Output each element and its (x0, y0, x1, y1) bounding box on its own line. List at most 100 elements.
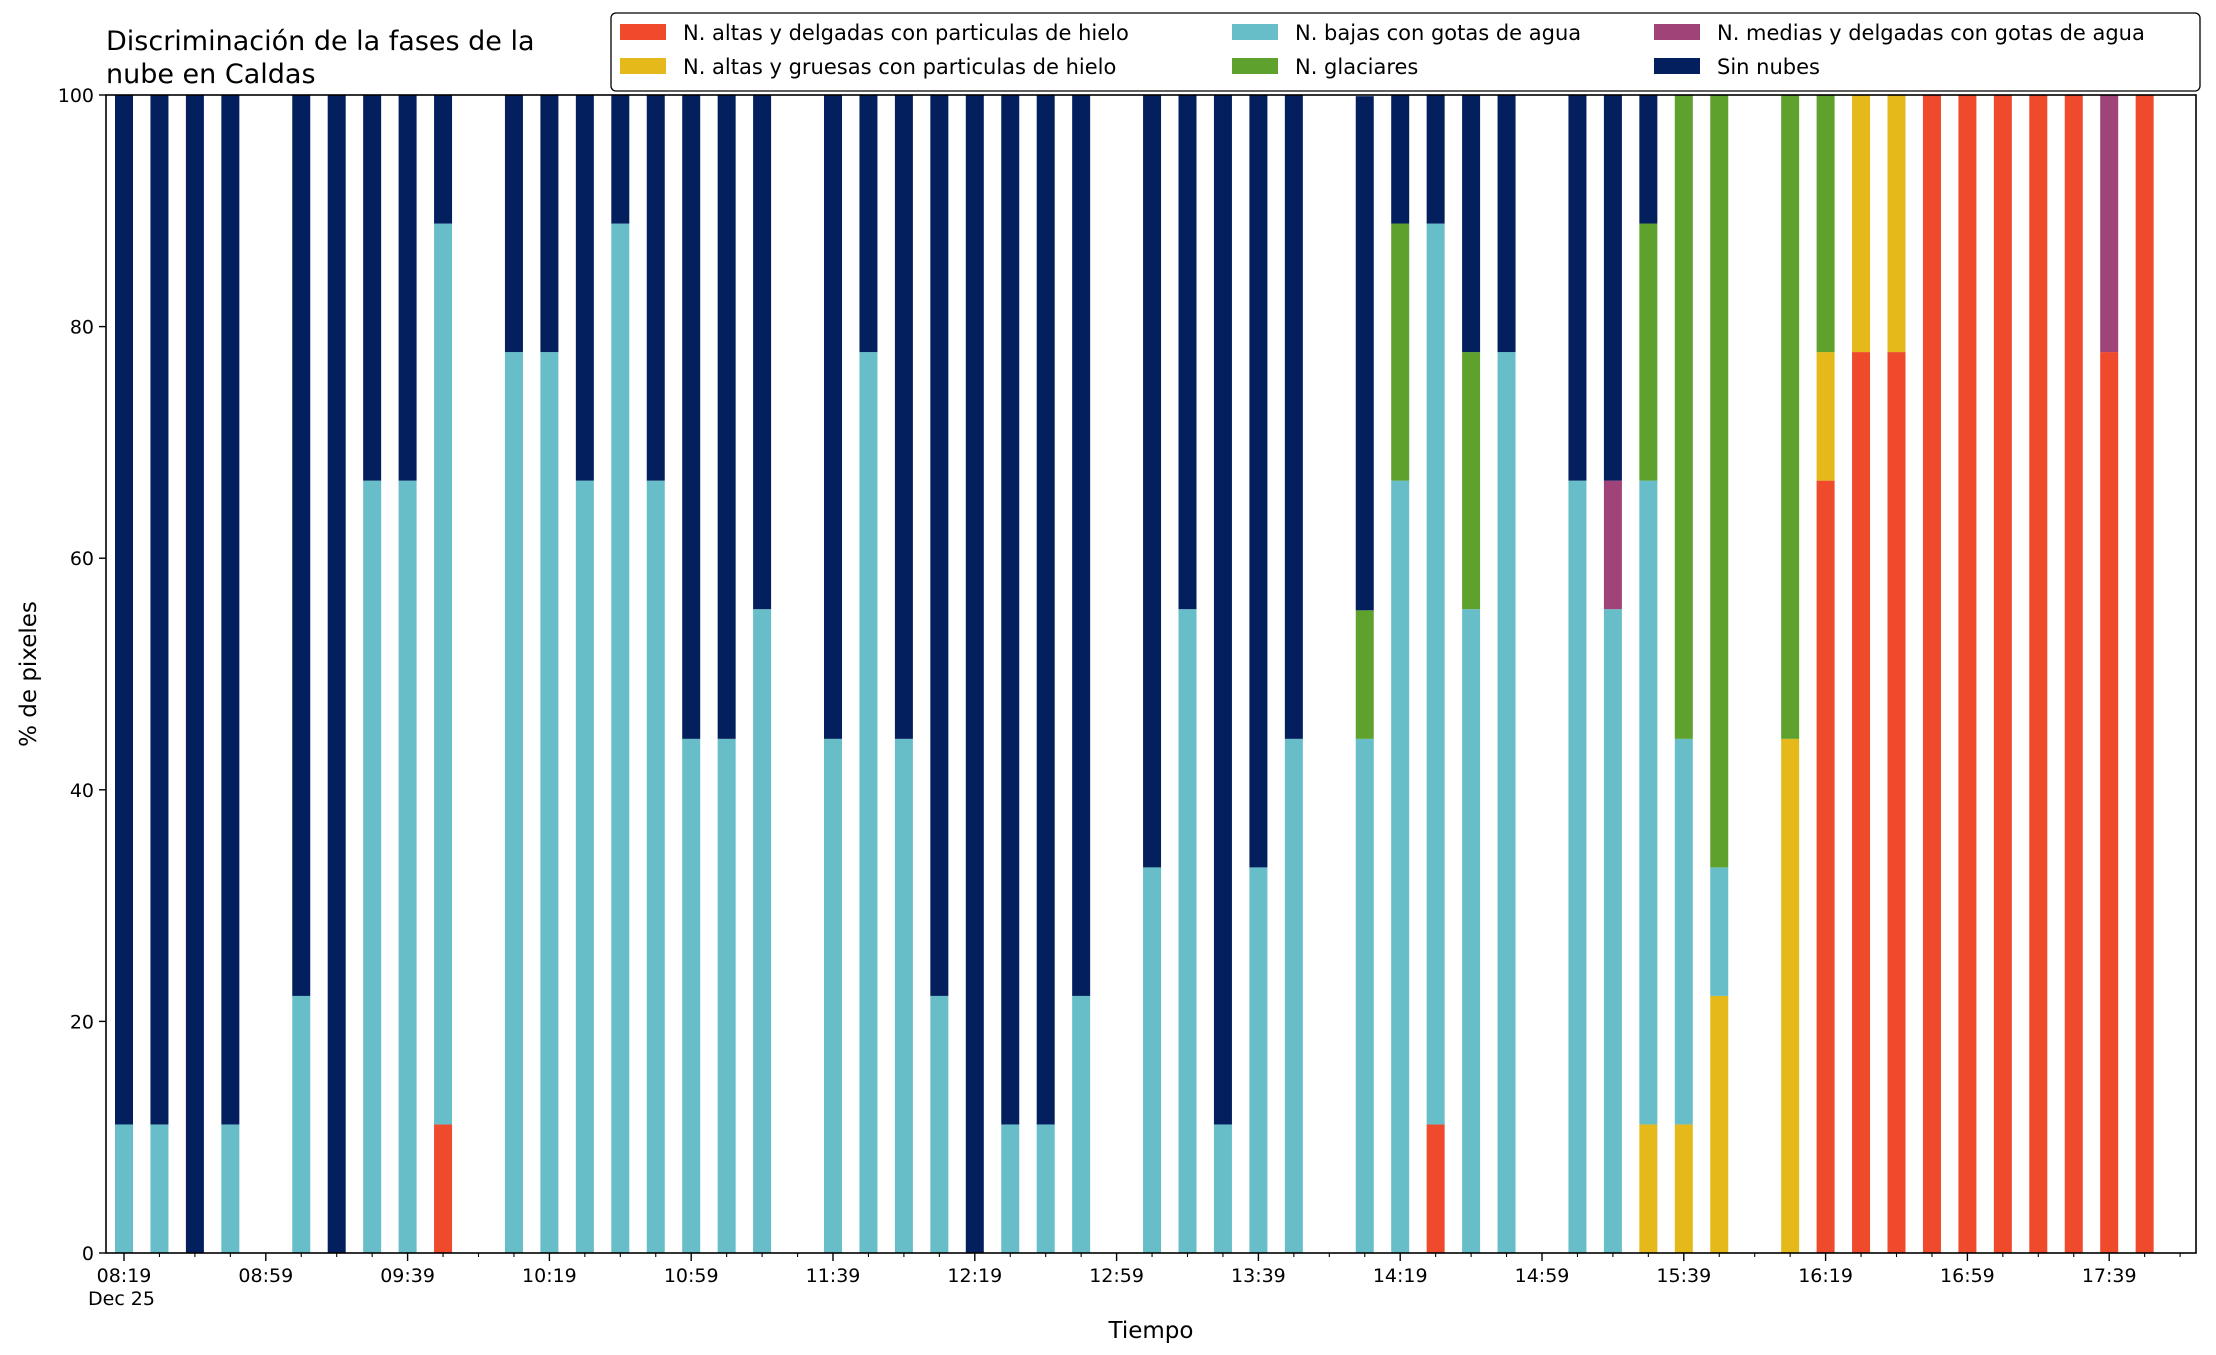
bar-segment-sin_nubes (1178, 95, 1197, 610)
bar-stack-1629 (1852, 95, 1871, 1253)
bar-segment-sin_nubes (646, 95, 665, 481)
bar-segment-sin_nubes (965, 95, 984, 1253)
bar-segment-sin_nubes (824, 95, 842, 739)
bar-stack-1139 (824, 95, 842, 1253)
bar-stack-1709 (1993, 95, 2012, 1253)
bar-segment-bajas (1036, 1124, 1055, 1253)
x-tick-label: 10:59 (664, 1265, 719, 1287)
legend-label-altas_gruesas: N. altas y gruesas con particulas de hie… (683, 55, 1116, 79)
bar-segment-sin_nubes (753, 95, 772, 610)
bar-segment-bajas (930, 995, 949, 1253)
bar-stack-1519 (1603, 95, 1622, 1253)
x-tick-sublabel: Dec 25 (88, 1288, 155, 1310)
bar-segment-glaciares (1674, 95, 1693, 739)
x-tick-label: 12:59 (1089, 1265, 1144, 1287)
legend-swatch-sin_nubes (1654, 58, 1700, 74)
bar-segment-sin_nubes (185, 95, 204, 1253)
bar-segment-sin_nubes (150, 95, 169, 1125)
bar-stack-1019 (540, 95, 559, 1253)
bar-stack-1549 (1710, 95, 1729, 1253)
bar-segment-bajas (292, 995, 311, 1253)
bar-stack-0849 (221, 95, 240, 1253)
bar-segment-bajas (1639, 480, 1658, 1125)
bar-segment-bajas (1072, 995, 1091, 1253)
bar-segment-bajas (1426, 223, 1445, 1125)
bar-segment-bajas (434, 223, 453, 1125)
bar-segment-sin_nubes (1143, 95, 1162, 868)
bar-segment-sin_nubes (292, 95, 311, 996)
bar-segment-sin_nubes (504, 95, 523, 353)
bar-segment-bajas (753, 609, 772, 1253)
bar-segment-altas_gruesas (1816, 352, 1835, 481)
x-tick-label: 10:19 (522, 1265, 577, 1287)
bar-segment-bajas (717, 738, 736, 1253)
bar-segment-sin_nubes (682, 95, 701, 739)
y-tick-label: 80 (70, 317, 94, 339)
bar-stack-1449 (1497, 95, 1516, 1253)
bar-segment-bajas (1143, 867, 1162, 1253)
bar-segment-altas_gruesas (1674, 1124, 1693, 1253)
bar-segment-altas_delgadas (434, 1124, 453, 1253)
x-tick-label: 17:39 (2082, 1265, 2137, 1287)
x-tick-label: 08:59 (238, 1265, 293, 1287)
bar-segment-bajas (611, 223, 630, 1254)
bar-segment-bajas (1001, 1124, 1020, 1253)
bar-segment-sin_nubes (1072, 95, 1091, 996)
legend-label-altas_delgadas: N. altas y delgadas con particulas de hi… (683, 21, 1129, 45)
bar-stack-1659 (1958, 95, 1977, 1253)
legend-swatch-medias (1654, 24, 1700, 40)
bar-segment-altas_delgadas (1816, 480, 1835, 1253)
bar-segment-bajas (1249, 867, 1268, 1253)
y-axis: 0 20 40 60 80 100 (58, 85, 106, 1265)
bar-stack-1439 (1462, 95, 1481, 1253)
bar-segment-sin_nubes (1497, 95, 1516, 353)
bar-segment-altas_gruesas (1710, 995, 1729, 1253)
bar-segment-bajas (363, 480, 382, 1253)
y-tick-label: 60 (70, 548, 94, 570)
x-tick-label: 11:39 (806, 1265, 861, 1287)
bar-segment-bajas (1568, 480, 1587, 1253)
bar-segment-bajas (682, 738, 701, 1253)
bar-segment-altas_delgadas (1958, 95, 1977, 1253)
bar-segment-altas_delgadas (1887, 352, 1906, 1253)
bar-segment-sin_nubes (327, 95, 346, 1253)
legend-label-bajas: N. bajas con gotas de agua (1295, 21, 1581, 45)
bar-segment-sin_nubes (1568, 95, 1587, 481)
bar-segment-sin_nubes (1355, 96, 1374, 611)
bar-segment-bajas (115, 1124, 133, 1253)
bar-segment-sin_nubes (1603, 95, 1622, 481)
bar-segment-bajas (824, 738, 842, 1253)
bar-stack-1119 (753, 95, 772, 1253)
bar-segment-sin_nubes (1462, 95, 1481, 353)
bar-segment-bajas (1603, 609, 1622, 1253)
legend: N. altas y delgadas con particulas de hi… (610, 12, 2201, 92)
bar-stack-1339 (1249, 95, 1268, 1253)
bar-stack-0909 (292, 95, 311, 1253)
bar-segment-sin_nubes (363, 95, 382, 481)
bar-segment-altas_delgadas (1993, 95, 2012, 1253)
bar-segment-altas_delgadas (1426, 1124, 1445, 1253)
bar-stack-0839 (185, 95, 204, 1253)
bar-stack-1619 (1816, 95, 1835, 1253)
legend-swatch-bajas (1232, 24, 1278, 40)
bar-segment-sin_nubes (930, 95, 949, 996)
bars-layer (115, 95, 2154, 1254)
bar-segment-sin_nubes (1213, 95, 1232, 1125)
plot-frame (105, 94, 2197, 1254)
bar-stack-1249 (1072, 95, 1091, 1253)
bar-stack-0919 (327, 95, 346, 1253)
bar-segment-sin_nubes (611, 95, 630, 224)
bar-segment-glaciares (1462, 352, 1481, 610)
x-tick-label: 08:19 (97, 1265, 152, 1287)
bar-segment-bajas (1710, 867, 1729, 996)
y-tick-label: 20 (70, 1011, 94, 1033)
bar-stack-1029 (575, 95, 594, 1253)
bar-segment-altas_delgadas (2100, 352, 2119, 1253)
bar-stack-1219 (965, 95, 984, 1253)
bar-stack-1309 (1143, 95, 1162, 1253)
bar-segment-altas_gruesas (1781, 738, 1800, 1253)
bar-segment-bajas (1355, 738, 1374, 1253)
chart-title-line-1: Discriminación de la fases de la (106, 26, 535, 57)
bar-segment-sin_nubes (221, 95, 240, 1125)
bar-segment-sin_nubes (1036, 95, 1055, 1125)
